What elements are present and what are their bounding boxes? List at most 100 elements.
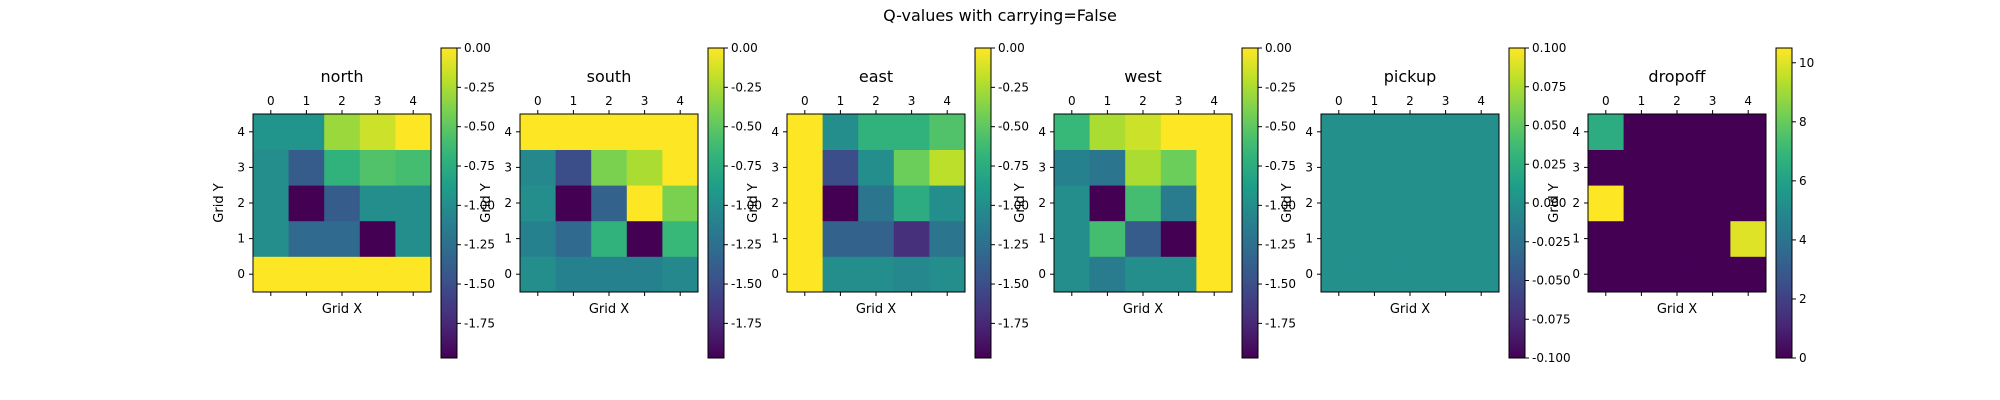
heatmap-cell — [929, 114, 966, 150]
heatmap-cell — [1125, 114, 1162, 150]
heatmap-cell — [1196, 256, 1233, 293]
heatmap-cell — [1427, 256, 1464, 293]
heatmap-cell — [1125, 256, 1162, 293]
heatmap-cell — [555, 149, 592, 186]
heatmap-cell — [520, 256, 556, 293]
y-tick-label: 3 — [504, 160, 512, 174]
heatmap-cell — [662, 256, 699, 293]
y-tick-label: 0 — [1038, 267, 1046, 281]
heatmap-cell — [1463, 149, 1500, 186]
heatmap-cell — [555, 256, 592, 293]
heatmap-cell — [787, 149, 823, 186]
heatmap-cell — [1588, 256, 1624, 293]
x-tick-label: 3 — [374, 94, 382, 108]
colorbar-tick-label: -0.50 — [464, 120, 495, 134]
x-tick-label: 1 — [303, 94, 311, 108]
colorbar-tick-label: -1.75 — [731, 316, 762, 330]
heatmap-cell — [1054, 220, 1090, 257]
heatmap-cell — [1588, 149, 1624, 186]
heatmap-cell — [1623, 185, 1660, 222]
heatmap-cell — [1160, 114, 1197, 150]
x-tick-label: 3 — [1442, 94, 1450, 108]
colorbar-tick-label: 0.025 — [1532, 157, 1566, 171]
x-tick-label: 4 — [676, 94, 684, 108]
colorbar-tick-label: 0.050 — [1532, 119, 1566, 133]
heatmap-cell — [858, 256, 895, 293]
colorbar-tick-label: -0.100 — [1532, 351, 1571, 365]
heatmap-cell — [1659, 114, 1696, 150]
heatmap-cell — [1659, 256, 1696, 293]
colorbar-tick-label: 0 — [1799, 351, 1807, 365]
heatmap-cell — [1160, 149, 1197, 186]
heatmap-cell — [324, 185, 361, 222]
heatmap-cell — [1623, 256, 1660, 293]
heatmap-cell — [1089, 185, 1126, 222]
heatmap-cell — [520, 149, 556, 186]
heatmap-cell — [822, 114, 859, 150]
colorbar-tick-label: -0.75 — [1265, 159, 1296, 173]
heatmap-cell — [1054, 256, 1090, 293]
heatmap-cell — [787, 220, 823, 257]
heatmap-cell — [1427, 220, 1464, 257]
heatmap-cell — [822, 149, 859, 186]
heatmap-cell — [324, 114, 361, 150]
x-tick-label: 0 — [534, 94, 542, 108]
colorbar-tick-label: -1.25 — [998, 238, 1029, 252]
heatmap-cell — [1196, 185, 1233, 222]
heatmap-cell — [1321, 220, 1357, 257]
heatmap-panel-dropoff: dropoff 0 1 2 3 4 0 1 2 3 4 Grid X Grid Y 10 8 6 4 2 0 — [1547, 47, 1814, 365]
y-tick-label: 1 — [237, 232, 245, 246]
heatmap-cell — [1392, 149, 1429, 186]
colorbar-tick-label: -1.25 — [1265, 238, 1296, 252]
heatmap-cell — [1730, 149, 1767, 186]
y-tick-label: 2 — [1572, 196, 1580, 210]
x-axis-label: Grid X — [1123, 302, 1163, 317]
y-tick-label: 4 — [504, 125, 512, 139]
heatmap-cell — [1427, 114, 1464, 150]
heatmap-cell — [1463, 185, 1500, 222]
heatmap-cell — [1089, 220, 1126, 257]
y-tick-label: 4 — [771, 125, 779, 139]
heatmap-cell — [1463, 114, 1500, 150]
colorbar-tick-label: 0.075 — [1532, 80, 1566, 94]
heatmap-cell — [893, 220, 930, 257]
heatmap-cell — [324, 220, 361, 257]
x-tick-label: 2 — [1406, 94, 1414, 108]
colorbar-tick-label: 2 — [1799, 292, 1807, 306]
heatmap-cell — [1694, 185, 1731, 222]
heatmap-cell — [893, 149, 930, 186]
x-tick-label: 1 — [1638, 94, 1646, 108]
heatmap-cell — [662, 220, 699, 257]
x-tick-label: 0 — [1068, 94, 1076, 108]
heatmap-cell — [591, 149, 628, 186]
heatmap-cell — [1659, 149, 1696, 186]
colorbar — [1775, 47, 1793, 359]
colorbar-tick-label: -1.75 — [1265, 316, 1296, 330]
heatmap-cell — [1089, 256, 1126, 293]
colorbar-tick-label: -1.00 — [464, 198, 495, 212]
heatmap-panels: north 0 1 2 3 4 0 1 2 3 4 Grid X Grid Y 0.00 -0.25 -0.5… — [212, 41, 1814, 365]
heatmap-cell — [1321, 114, 1357, 150]
x-tick-label: 3 — [908, 94, 916, 108]
x-tick-label: 4 — [1744, 94, 1752, 108]
heatmap-cell — [395, 256, 432, 293]
heatmap-cell — [893, 185, 930, 222]
heatmap-cell — [1392, 220, 1429, 257]
x-tick-label: 1 — [570, 94, 578, 108]
heatmap-cell — [1730, 185, 1767, 222]
colorbar — [1508, 47, 1526, 359]
heatmap-cell — [893, 256, 930, 293]
y-axis-label: Grid Y — [1013, 183, 1028, 222]
y-tick-label: 1 — [1038, 232, 1046, 246]
x-tick-label: 4 — [943, 94, 951, 108]
heatmap-panel-east: east 0 1 2 3 4 0 1 2 3 4 Grid X Grid Y 0.00 -0.25 -0.50… — [746, 41, 1029, 359]
colorbar-tick-label: 0.000 — [1532, 196, 1566, 210]
y-axis-label: Grid Y — [212, 183, 227, 222]
colorbar-tick-label: -1.75 — [998, 316, 1029, 330]
heatmap-cell — [1588, 185, 1624, 222]
colorbar-tick-label: 0.00 — [464, 41, 491, 55]
colorbar-tick-label: 0.100 — [1532, 41, 1566, 55]
heatmap-cell — [1196, 220, 1233, 257]
colorbar-tick-label: -0.50 — [1265, 120, 1296, 134]
y-tick-label: 2 — [771, 196, 779, 210]
